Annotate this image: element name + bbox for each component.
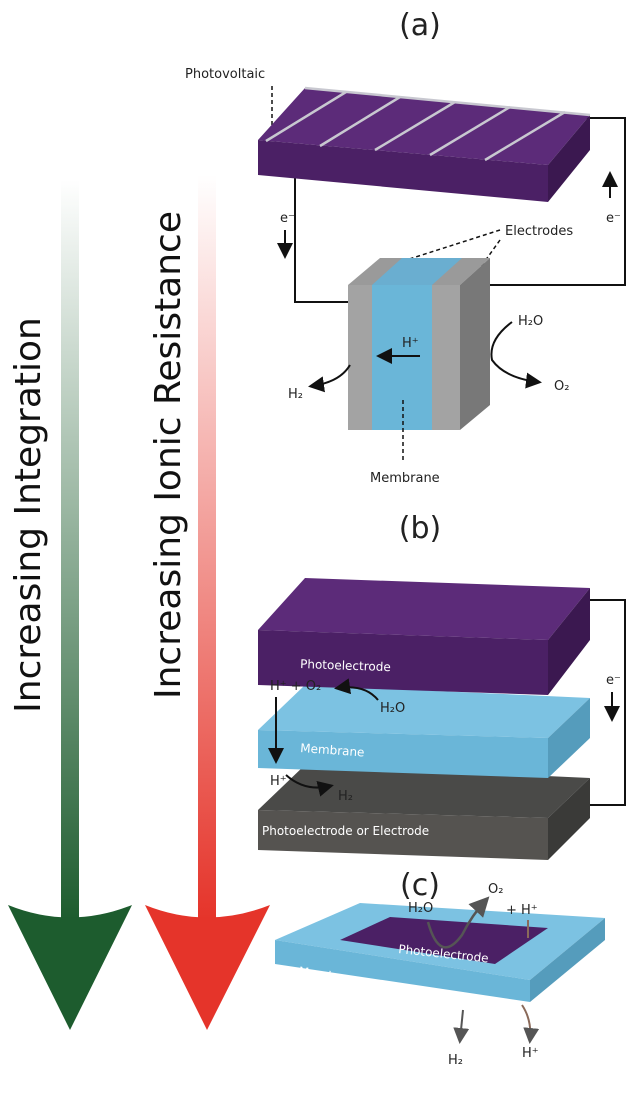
proton-label: H⁺ [270, 774, 287, 789]
resistance-label: Increasing Ionic Resistance [148, 211, 189, 699]
arrow [460, 1010, 463, 1040]
plus-proton-label: + H⁺ [506, 903, 538, 918]
integration-shaft [61, 180, 79, 920]
integration-head [8, 905, 132, 1030]
resistance-head [145, 905, 270, 1030]
electron-label: e⁻ [606, 673, 621, 688]
resistance-shaft [198, 175, 216, 920]
electrode [432, 285, 460, 430]
panel-label: (c) [400, 868, 440, 903]
proton-oxygen-label: H⁺ + O₂ [270, 679, 321, 694]
proton-label: H⁺ [522, 1046, 539, 1061]
membrane [372, 285, 432, 430]
diagram: Increasing Integration Increasing Ionic … [0, 0, 636, 1097]
wire [295, 170, 350, 302]
electrode [348, 285, 372, 430]
integration-label: Increasing Integration [8, 317, 49, 713]
electron-label: e⁻ [280, 211, 295, 226]
oxygen-label: O₂ [488, 882, 503, 897]
cell-side [460, 258, 490, 430]
photovoltaic-label: Photovoltaic [185, 67, 265, 82]
hydrogen-label: H₂ [288, 387, 303, 402]
arrow [522, 1005, 530, 1040]
water-label: H₂O [408, 901, 433, 916]
panel-label: (b) [399, 511, 441, 546]
electrodes-label: Electrodes [505, 224, 573, 239]
wire [585, 600, 625, 805]
electron-label: e⁻ [606, 211, 621, 226]
arrow [491, 322, 538, 382]
hydrogen-label: H₂ [338, 789, 353, 804]
arrow [312, 365, 350, 386]
bottom-label: Photoelectrode or Electrode [262, 824, 429, 838]
leader [400, 230, 500, 262]
slab-top [258, 578, 590, 640]
water-label: H₂O [518, 314, 543, 329]
oxygen-label: O₂ [554, 379, 569, 394]
proton-label: H⁺ [402, 336, 419, 351]
panel-label: (a) [399, 8, 441, 43]
membrane-label: Membrane [370, 471, 440, 486]
water-label: H₂O [380, 701, 405, 716]
hydrogen-label: H₂ [448, 1053, 463, 1068]
